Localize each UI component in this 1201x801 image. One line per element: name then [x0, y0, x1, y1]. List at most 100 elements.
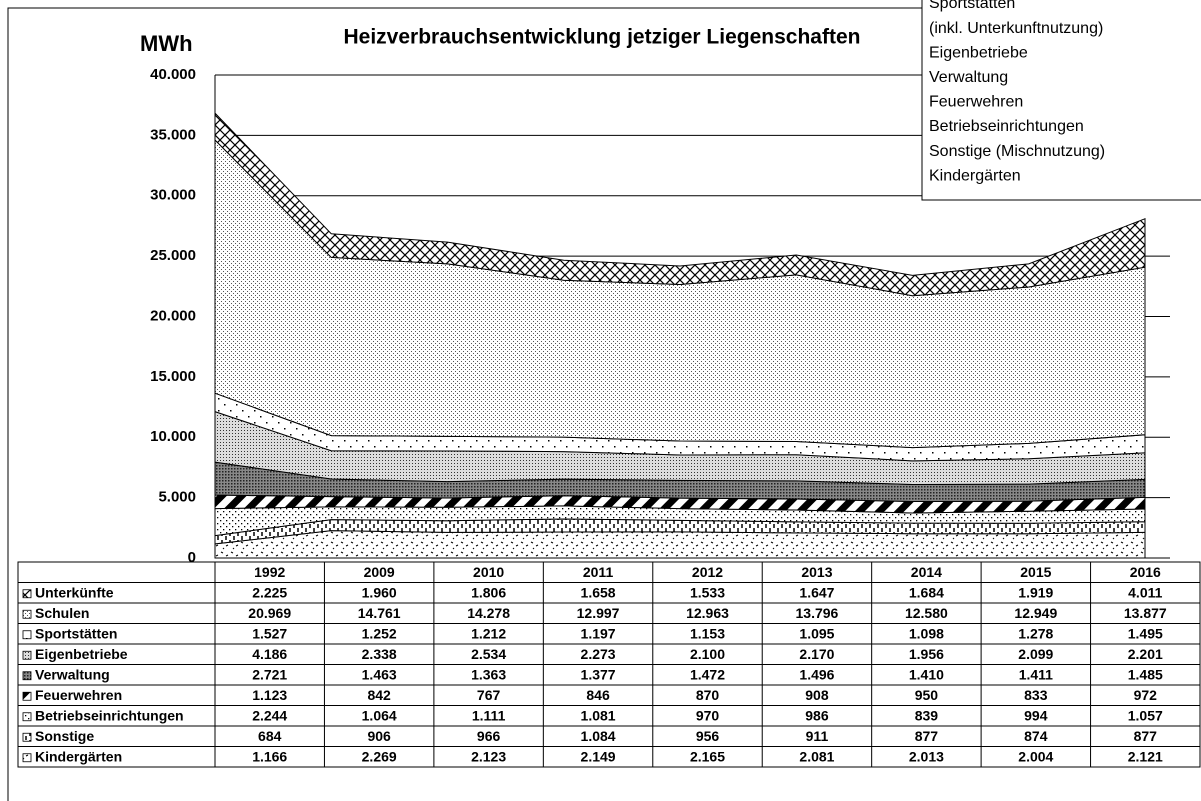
row-label: Betriebseinrichtungen	[35, 707, 184, 723]
x-tick-label: 2012	[692, 564, 723, 580]
frame	[7, 7, 1201, 801]
x-tick-label: 2010	[473, 564, 504, 580]
data-label: 2.149	[581, 748, 616, 764]
data-label: 970	[696, 707, 720, 723]
legend-swatch	[22, 753, 32, 763]
data-label: 1.806	[471, 584, 506, 600]
legend-swatch	[22, 630, 32, 640]
data-label: 1.111	[472, 707, 506, 723]
data-label: 1.411	[1019, 666, 1053, 682]
data-label: 2.273	[581, 646, 616, 662]
legend-text: Sonstige (Mischnutzung)	[929, 143, 1105, 160]
row-label: Sportstätten	[35, 625, 117, 641]
data-label: 1.377	[581, 666, 616, 682]
data-label: 1.527	[252, 625, 287, 641]
data-label: 906	[367, 728, 391, 744]
data-label: 2.534	[471, 646, 506, 662]
legend-swatch	[22, 691, 32, 701]
y-tick-label: 25.000	[150, 247, 196, 264]
data-label: 874	[1024, 728, 1048, 744]
row-label: Verwaltung	[35, 666, 110, 682]
x-tick-label: 1992	[254, 564, 285, 580]
row-label: Unterkünfte	[35, 584, 114, 600]
data-label: 950	[915, 687, 939, 703]
data-label: 1.064	[362, 707, 397, 723]
data-label: 1.278	[1018, 625, 1053, 641]
legend-text: Betriebseinrichtungen	[929, 118, 1084, 135]
legend-swatch	[22, 650, 32, 660]
data-label: 4.011	[1128, 584, 1162, 600]
legend-swatch	[22, 609, 32, 619]
data-label: 833	[1024, 687, 1048, 703]
data-label: 12.580	[905, 605, 948, 621]
row-label: Feuerwehren	[35, 687, 122, 703]
y-axis-label: MWh	[140, 31, 193, 56]
legend-text: Feuerwehren	[929, 94, 1023, 111]
data-label: 842	[367, 687, 391, 703]
y-tick-label: 30.000	[150, 187, 196, 204]
data-label: 767	[477, 687, 501, 703]
y-tick-label: 10.000	[150, 428, 196, 445]
legend-text: Verwaltung	[929, 69, 1008, 86]
data-label: 1.252	[362, 625, 397, 641]
y-tick-label: 40.000	[150, 66, 196, 83]
data-label: 966	[477, 728, 501, 744]
data-label: 1.485	[1128, 666, 1163, 682]
data-label: 1.684	[909, 584, 944, 600]
data-label: 1.197	[581, 625, 616, 641]
x-tick-label: 2013	[801, 564, 832, 580]
data-label: 1.496	[799, 666, 834, 682]
data-label: 2.225	[252, 584, 287, 600]
data-label: 908	[805, 687, 829, 703]
data-label: 1.658	[581, 584, 616, 600]
data-label: 12.997	[577, 605, 620, 621]
data-label: 839	[915, 707, 939, 723]
data-label: 1.410	[909, 666, 944, 682]
data-label: 1.081	[581, 707, 616, 723]
data-label: 2.338	[362, 646, 397, 662]
data-label: 2.099	[1018, 646, 1053, 662]
data-label: 2.123	[471, 748, 506, 764]
data-label: 1.956	[909, 646, 944, 662]
data-label: 2.170	[799, 646, 834, 662]
row-label: Sonstige	[35, 728, 94, 744]
chart-title: Heizverbrauchsentwicklung jetziger Liege…	[344, 26, 861, 49]
data-label: 13.877	[1124, 605, 1167, 621]
data-label: 956	[696, 728, 720, 744]
data-label: 1.363	[471, 666, 506, 682]
data-label: 1.495	[1128, 625, 1163, 641]
legend-swatch	[22, 589, 32, 599]
legend-box	[921, 0, 1201, 201]
y-tick-label: 15.000	[150, 368, 196, 385]
data-label: 1.084	[581, 728, 616, 744]
data-label: 846	[586, 687, 610, 703]
row-label: Kindergärten	[35, 748, 122, 764]
row-label: Schulen	[35, 605, 89, 621]
data-label: 20.969	[248, 605, 291, 621]
x-tick-label: 2016	[1130, 564, 1161, 580]
x-tick-label: 2009	[364, 564, 395, 580]
data-label: 1.212	[471, 625, 506, 641]
row-label: Eigenbetriebe	[35, 646, 128, 662]
data-label: 1.472	[690, 666, 725, 682]
data-label: 1.123	[252, 687, 287, 703]
data-label: 877	[1134, 728, 1158, 744]
area	[214, 111, 1146, 297]
area	[214, 530, 1146, 559]
data-label: 1.533	[690, 584, 725, 600]
data-label: 1.463	[362, 666, 397, 682]
data-label: 994	[1024, 707, 1048, 723]
data-label: 1.919	[1018, 584, 1053, 600]
data-label: 972	[1134, 687, 1158, 703]
data-label: 2.100	[690, 646, 725, 662]
y-tick-label: 0	[188, 549, 196, 566]
data-label: 911	[806, 728, 829, 744]
data-label: 2.165	[690, 748, 725, 764]
data-label: 1.153	[690, 625, 725, 641]
legend-text: Sportstätten	[929, 0, 1015, 12]
data-label: 14.278	[467, 605, 510, 621]
data-label: 2.201	[1128, 646, 1163, 662]
y-tick-label: 35.000	[150, 126, 196, 143]
legend-swatch	[22, 732, 32, 742]
